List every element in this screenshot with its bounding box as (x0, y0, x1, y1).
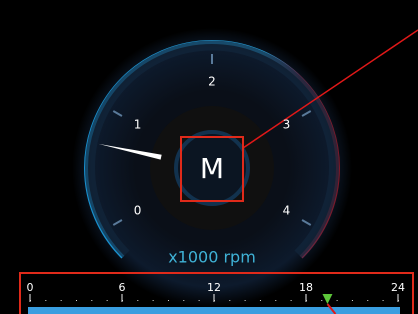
gauge-tick-label: 1 (134, 118, 142, 132)
gauge-tick-label: 2 (208, 75, 216, 89)
timeline-tick-label: 12 (207, 281, 221, 294)
gauge-tick-label: 3 (283, 118, 291, 132)
gauge-screen: M x1000 rpm 0123406121824 (0, 0, 418, 314)
timeline-tick-label: 24 (391, 281, 405, 294)
timeline-bar (28, 307, 400, 314)
gauge-tick-label: 0 (134, 204, 142, 218)
timeline-tick-label: 0 (27, 281, 34, 294)
timeline-tick-label: 6 (119, 281, 126, 294)
gauge-tick-label: 4 (283, 204, 291, 218)
unit-label: x1000 rpm (168, 248, 256, 267)
gear-indicator: M (200, 152, 224, 185)
timeline-tick-label: 18 (299, 281, 313, 294)
minor-ticks (30, 296, 400, 301)
